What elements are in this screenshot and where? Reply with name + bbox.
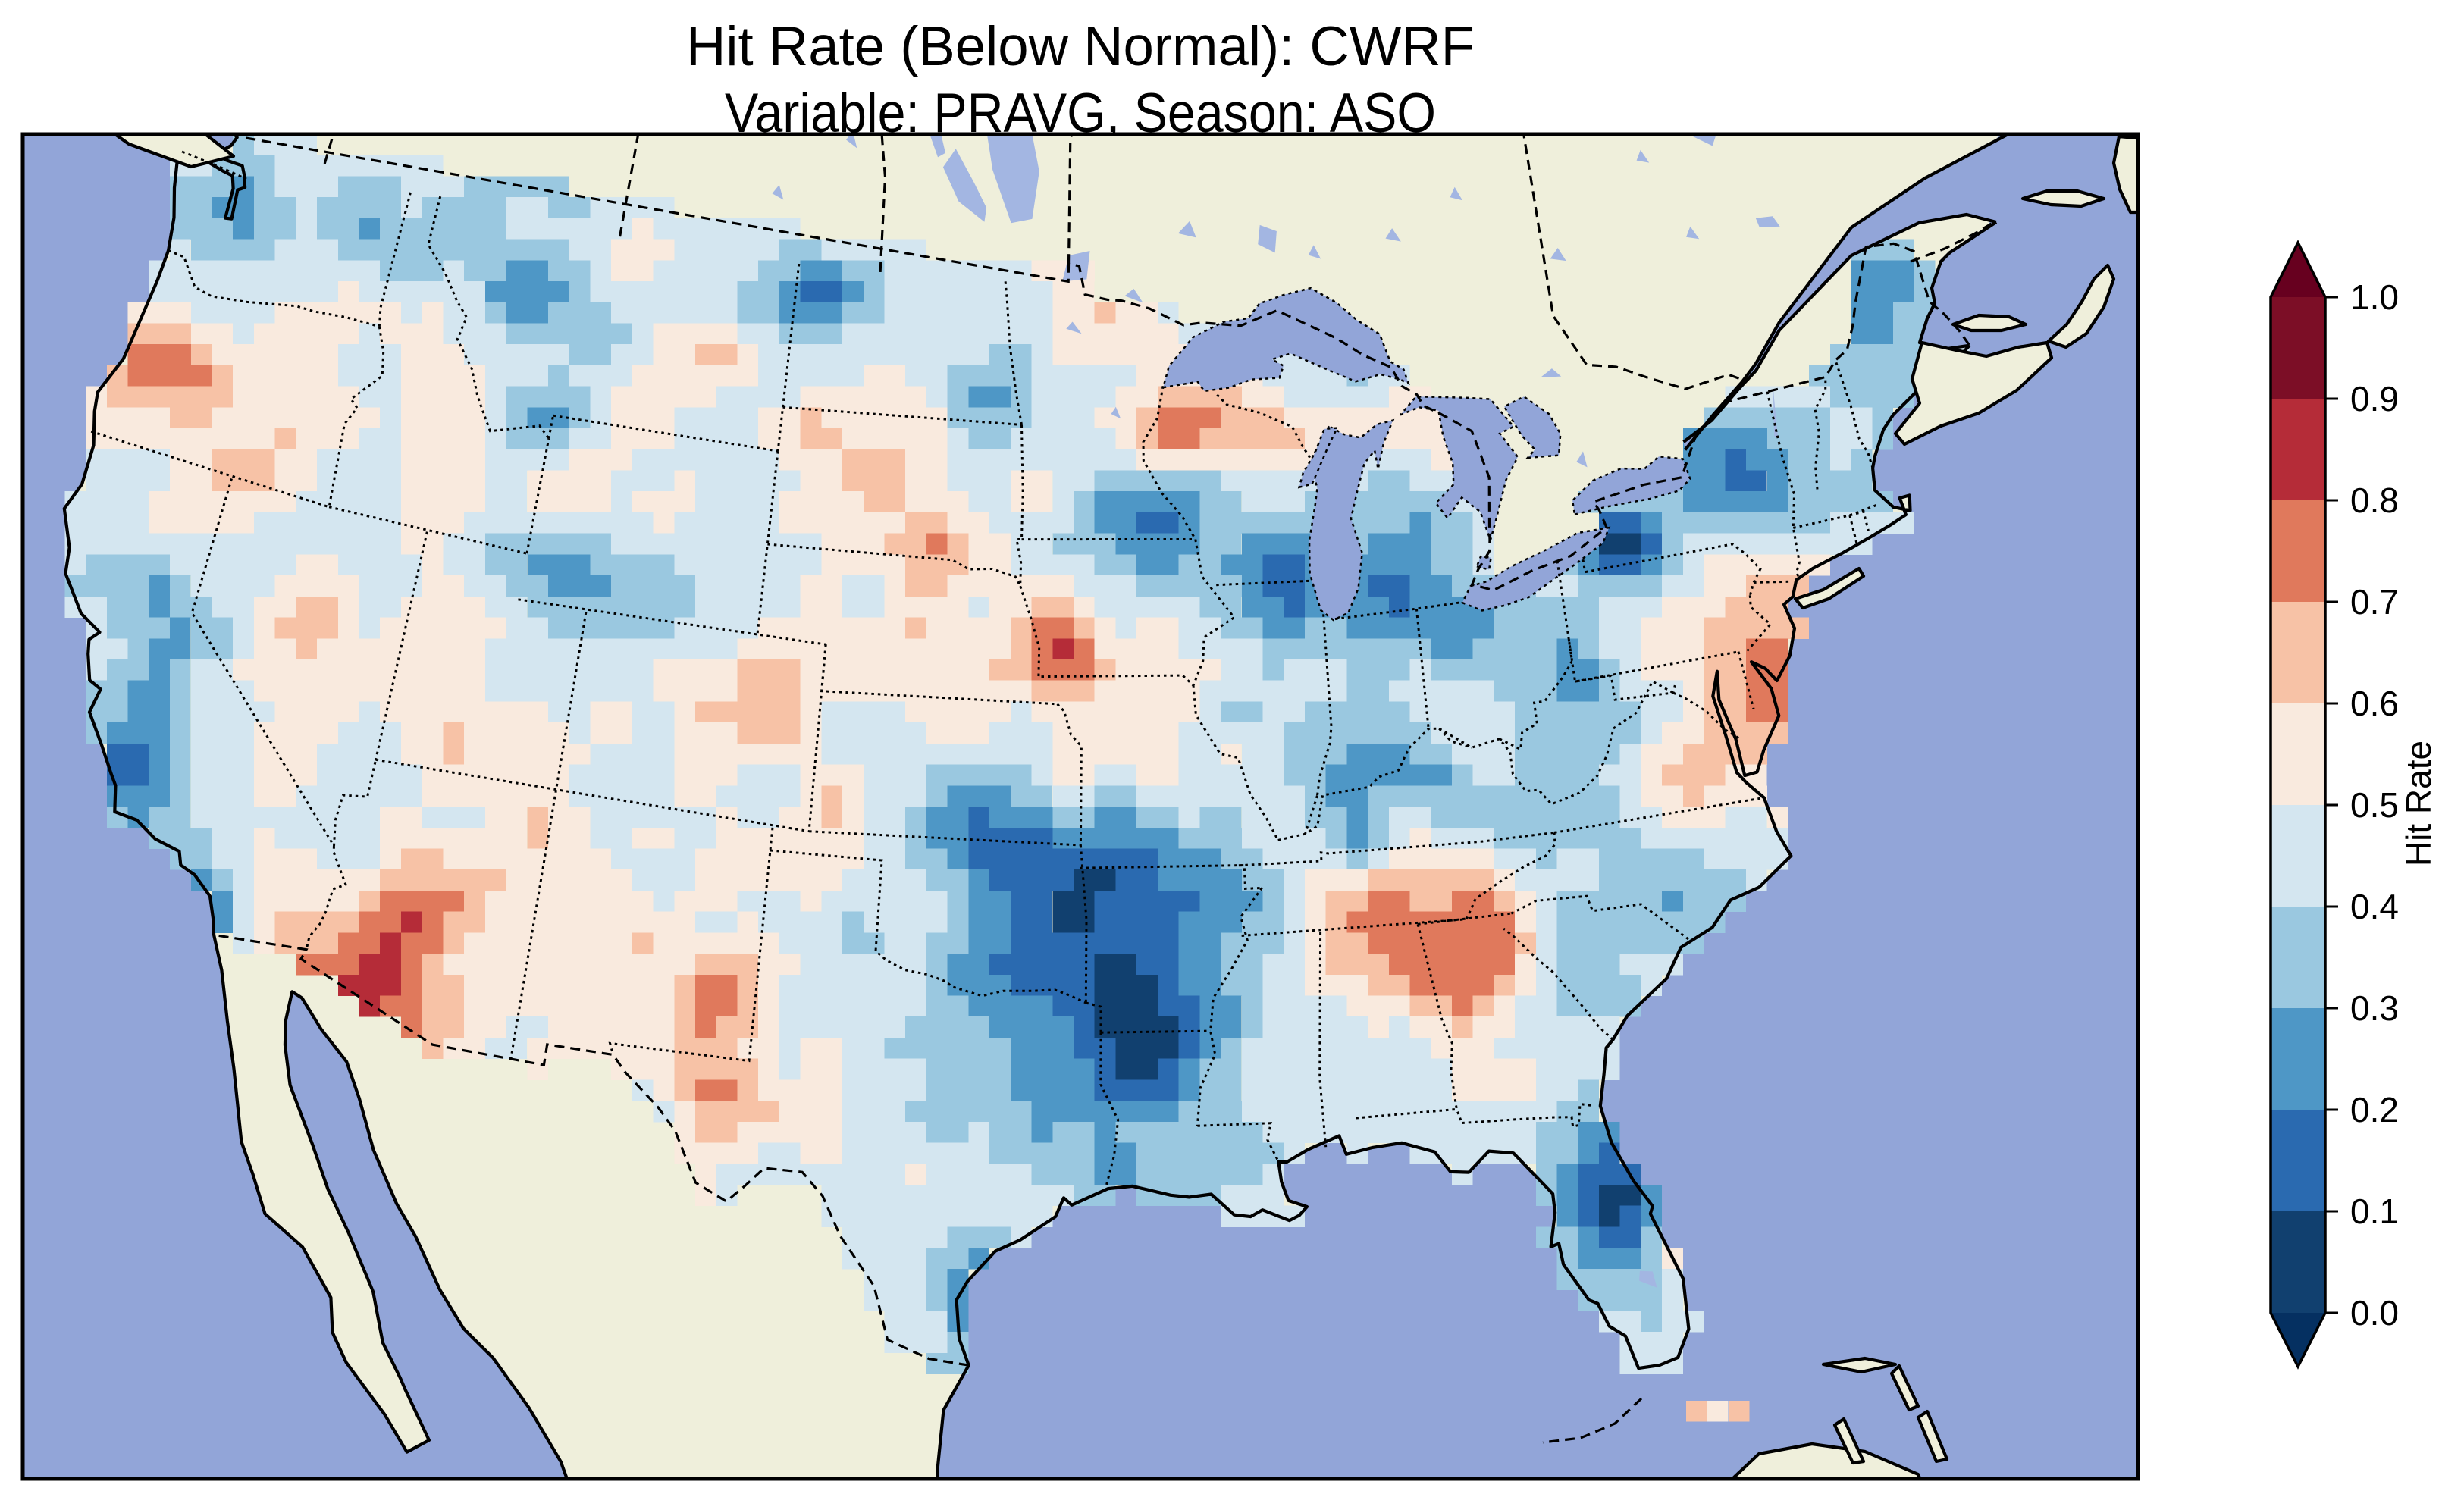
svg-text:0.5: 0.5 [2350, 785, 2399, 825]
svg-text:0.6: 0.6 [2350, 684, 2399, 723]
svg-text:0.3: 0.3 [2350, 988, 2399, 1028]
svg-text:1.0: 1.0 [2350, 277, 2399, 317]
svg-text:0.1: 0.1 [2350, 1192, 2399, 1231]
svg-text:Hit Rate (Below Normal): CWRF: Hit Rate (Below Normal): CWRF [686, 16, 1475, 77]
svg-text:0.4: 0.4 [2350, 887, 2399, 926]
svg-text:0.8: 0.8 [2350, 481, 2399, 520]
svg-text:Hit Rate: Hit Rate [2399, 741, 2438, 866]
svg-text:0.0: 0.0 [2350, 1293, 2399, 1333]
svg-text:0.9: 0.9 [2350, 379, 2399, 418]
svg-text:0.2: 0.2 [2350, 1090, 2399, 1129]
svg-text:0.7: 0.7 [2350, 582, 2399, 622]
